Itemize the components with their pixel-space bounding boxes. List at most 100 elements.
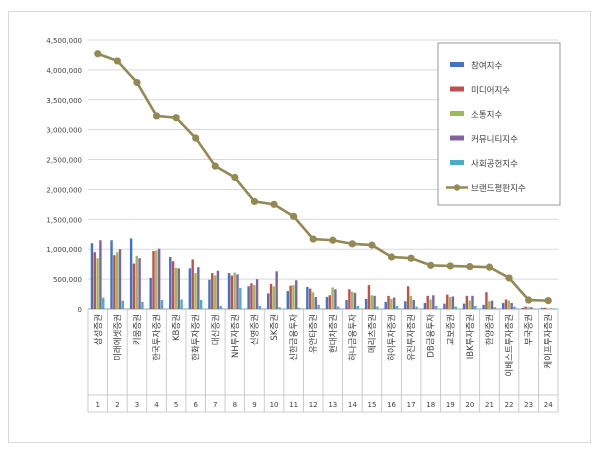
bar [521,307,524,309]
bar [384,301,387,309]
bar [255,279,259,309]
bar [289,285,292,309]
x-number-label: 7 [213,401,217,409]
line-point [348,240,356,248]
bar [406,286,410,309]
bar [443,303,446,309]
line-point [368,241,376,249]
x-number-label: 21 [485,401,494,409]
x-number-label: 4 [154,401,159,409]
bar [253,285,256,309]
bar [121,300,125,309]
bar [549,308,553,309]
x-number-label: 19 [446,401,455,409]
bar [510,303,513,309]
bar [485,292,488,309]
bar [429,299,432,309]
x-number-label: 2 [115,401,119,409]
x-category-label: 교보증권 [445,314,456,345]
bar [446,294,449,309]
bar [493,307,497,309]
bar [426,295,429,309]
x-number-label: 10 [270,401,279,409]
x-category-label: 대신증권 [210,314,221,345]
bar [278,307,281,309]
bar [415,306,418,309]
bar [552,308,555,309]
bar [90,243,94,309]
bar [404,301,407,309]
legend-swatch [450,62,464,67]
x-number-label: 3 [135,401,139,409]
line-point [270,200,278,208]
bar [275,271,278,309]
x-category-label: KB증권 [171,314,182,341]
bar [474,306,477,309]
bar [99,240,102,309]
y-tick-label: 1,000,000 [46,246,82,254]
bar [208,279,211,309]
bar [118,249,122,309]
legend-swatch [450,111,464,116]
bar [530,307,533,309]
bar [160,300,164,309]
x-number-label: 9 [252,401,256,409]
line-point [211,162,219,170]
line-point [113,57,121,65]
bar [295,280,298,309]
line-point [485,263,494,271]
bar [233,272,236,309]
bar [541,307,544,309]
bar [113,255,116,309]
bar [236,274,239,309]
x-number-label: 6 [193,401,198,409]
x-category-label: 신영증권 [249,314,260,345]
x-number-label: 1 [96,401,100,409]
legend-label: 미디어지수 [471,85,510,96]
legend-marker [453,184,461,191]
bar [527,307,530,309]
line-point [544,297,552,305]
bar [247,286,250,309]
line-point [192,134,200,142]
x-category-label: 이베스트투자증권 [504,314,515,377]
bar [356,306,360,309]
bar [364,298,368,309]
bar [311,292,315,309]
bar [546,308,550,309]
bar [434,306,438,309]
line-point [152,112,161,120]
bar [266,293,270,309]
bar [171,261,175,309]
y-tick-label: 1,500,000 [46,216,82,224]
bar [507,300,511,309]
legend-label: 소통지수 [471,111,502,121]
bar [110,240,113,309]
bar [177,268,180,309]
bar [115,252,119,309]
bar [180,299,183,309]
legend-swatch [450,86,464,92]
x-category-label: 부국증권 [524,314,535,345]
bar [390,298,393,309]
bar [367,285,371,309]
bar [239,288,242,309]
legend-swatch [450,160,464,165]
bar [308,288,312,309]
x-number-label: 16 [387,401,396,409]
line-point [172,114,180,122]
x-number-label: 24 [544,401,553,409]
bar [524,306,527,309]
legend-label: 브랜드평판지수 [471,183,526,194]
bar [331,287,334,309]
line-point [231,173,239,182]
x-number-label: 14 [348,401,357,409]
x-number-label: 22 [505,401,514,409]
line-point [329,236,337,244]
bar [152,251,155,309]
bar [102,297,105,309]
x-category-label: 삼성증권 [93,314,104,345]
bar-series [90,238,555,309]
bar [96,258,99,309]
chart-frame: 0 500,000 1,000,000 1,500,000 2,000,000 2,500… [8,11,591,443]
